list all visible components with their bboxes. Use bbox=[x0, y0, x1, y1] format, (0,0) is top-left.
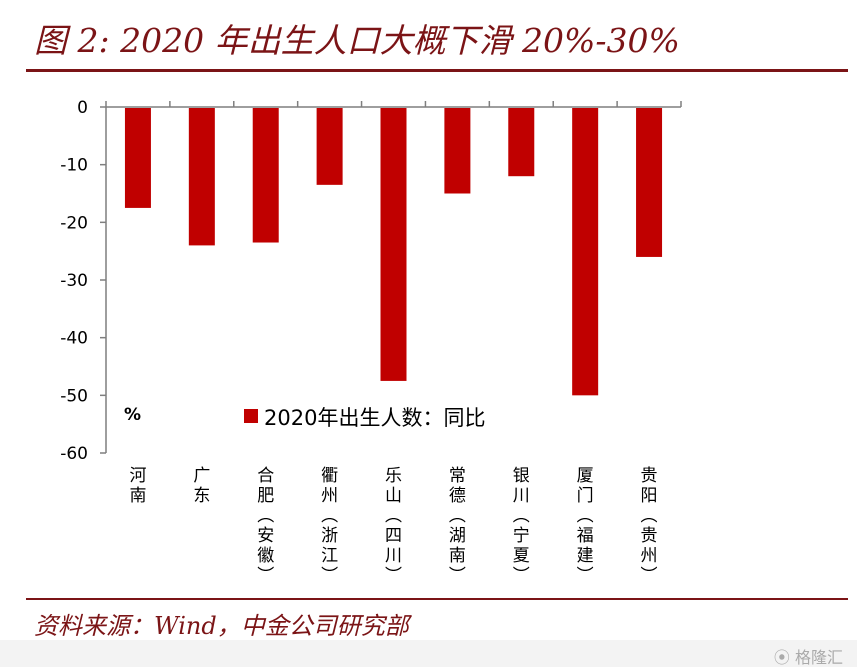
x-category-label-char: ︵ bbox=[577, 506, 594, 526]
title-rule bbox=[26, 69, 848, 72]
x-category-label-char: 宁 bbox=[513, 526, 530, 546]
x-category-label-char: 建 bbox=[577, 546, 594, 566]
x-category-label-char: 河 bbox=[129, 466, 146, 486]
bar bbox=[380, 108, 407, 381]
x-category-label-char: 湖 bbox=[449, 526, 466, 546]
x-category-label-char: 乐 bbox=[385, 466, 402, 486]
bar bbox=[188, 108, 215, 246]
x-category-label-char: ︵ bbox=[321, 506, 338, 526]
x-category-label-char: 肥 bbox=[257, 486, 274, 506]
x-category-label-char: 广 bbox=[193, 466, 210, 486]
bar bbox=[636, 108, 663, 257]
y-tick-label: -50 bbox=[60, 386, 88, 406]
x-category-label-char: ︶ bbox=[449, 566, 466, 586]
x-category-label-char: 州 bbox=[321, 486, 338, 506]
x-category-label-char: ︶ bbox=[257, 566, 274, 586]
x-category-label-char: 阳 bbox=[641, 486, 658, 506]
x-category-label-char: 川 bbox=[385, 546, 402, 566]
y-tick-label: -40 bbox=[60, 329, 88, 349]
x-category-label-char: ︶ bbox=[321, 566, 338, 586]
x-category-label-char: ︶ bbox=[641, 566, 658, 586]
legend-label: 2020年出生人数：同比 bbox=[264, 406, 486, 430]
bars bbox=[124, 108, 663, 396]
x-category-label-char: 德 bbox=[449, 486, 466, 506]
x-category-label-char: 四 bbox=[385, 526, 402, 546]
x-category-label-char: 山 bbox=[385, 486, 402, 506]
bar bbox=[444, 108, 471, 194]
source-note: 资料来源：Wind，中金公司研究部 bbox=[34, 612, 409, 640]
x-category-label-char: ︶ bbox=[385, 566, 402, 586]
y-tick-label: -20 bbox=[60, 213, 88, 233]
y-tick-label: 0 bbox=[77, 98, 88, 118]
x-category-label-char: 南 bbox=[449, 546, 466, 566]
x-category-label-char: 川 bbox=[513, 486, 530, 506]
y-tick-label: -10 bbox=[60, 156, 88, 176]
x-category-label-char: 衢 bbox=[321, 465, 338, 486]
x-category-label-char: 贵 bbox=[641, 466, 658, 486]
y-tick-label: -60 bbox=[60, 444, 88, 464]
x-category-label-char: 贵 bbox=[641, 526, 658, 546]
y-tick-label: -30 bbox=[60, 271, 88, 291]
x-category-label-char: 福 bbox=[577, 526, 594, 546]
x-category-label-char: 州 bbox=[641, 546, 658, 566]
x-category-label-char: 徽 bbox=[257, 546, 274, 566]
x-category-label-char: ︵ bbox=[513, 506, 530, 526]
x-category-label-char: ︵ bbox=[449, 506, 466, 526]
y-unit-label: % bbox=[124, 405, 142, 425]
x-category-label-char: 安 bbox=[257, 526, 274, 546]
x-category-label-char: 常 bbox=[449, 466, 466, 486]
bar bbox=[124, 108, 151, 208]
bar bbox=[316, 108, 343, 185]
x-category-label-char: 厦 bbox=[577, 466, 594, 486]
x-category-label-char: 夏 bbox=[513, 546, 530, 566]
x-category-label-char: 门 bbox=[577, 486, 594, 506]
footer-strip bbox=[0, 640, 857, 667]
x-category-label-char: ︶ bbox=[513, 566, 530, 586]
x-ticks bbox=[105, 101, 682, 107]
legend-swatch bbox=[244, 409, 258, 423]
x-category-label-char: 银 bbox=[513, 466, 530, 486]
source-rule bbox=[26, 598, 848, 600]
x-category-label-char: ︶ bbox=[577, 566, 594, 586]
x-category-label-char: ︵ bbox=[385, 506, 402, 526]
x-category-label-char: ︵ bbox=[257, 506, 274, 526]
x-category-label-char: 合 bbox=[257, 466, 274, 486]
x-category-label-char: 东 bbox=[193, 486, 210, 506]
bar-chart: 0-10-20-30-40-50-60 河南广东合肥︵安徽︶衢州︵浙江︶乐山︵四… bbox=[60, 98, 682, 586]
x-labels: 河南广东合肥︵安徽︶衢州︵浙江︶乐山︵四川︶常德︵湖南︶银川︵宁夏︶厦门︵福建︶… bbox=[129, 465, 657, 586]
page-title: 图 2: 2020 年出生人口大概下滑 20%-30% bbox=[34, 21, 680, 60]
x-category-label-char: 浙 bbox=[321, 526, 338, 546]
bar bbox=[572, 108, 599, 396]
x-category-label-char: ︵ bbox=[641, 506, 658, 526]
y-ticks: 0 -10 -20 -30 -40 -50 -60 bbox=[60, 98, 106, 464]
bar bbox=[508, 108, 535, 177]
x-category-label-char: 南 bbox=[129, 486, 146, 506]
bar bbox=[252, 108, 279, 243]
watermark: ⦿ 格隆汇 bbox=[773, 648, 843, 667]
x-category-label-char: 江 bbox=[321, 546, 338, 566]
